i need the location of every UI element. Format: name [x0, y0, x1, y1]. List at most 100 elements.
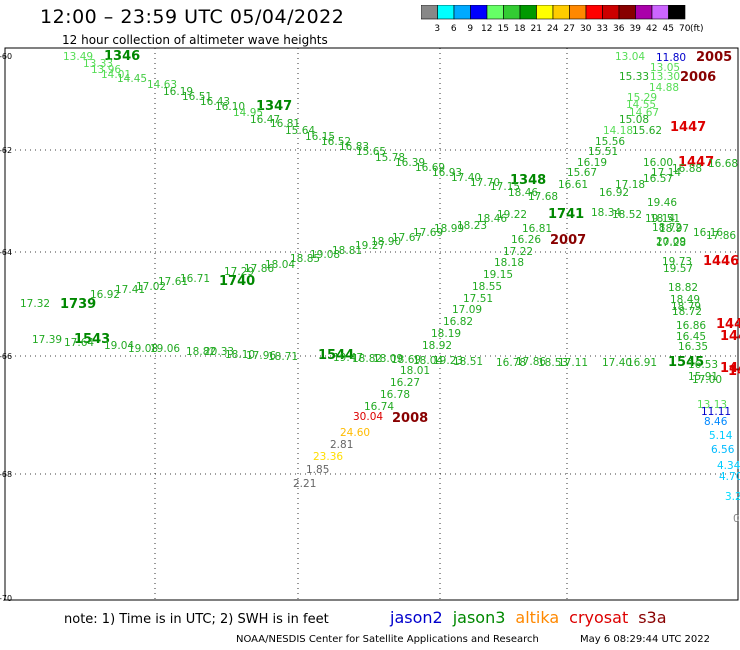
wave-height-value: 23.36 [313, 451, 343, 463]
wave-height-value: 16.45 [676, 331, 706, 343]
wave-height-value: 18.18 [494, 257, 524, 269]
wave-height-value: 19.04 [104, 340, 134, 352]
wave-height-value: 17.40 [451, 172, 481, 184]
wave-height-value: 18.01 [400, 365, 430, 377]
units-note: note: 1) Time is in UTC; 2) SWH is in fe… [64, 612, 329, 627]
wave-height-value: 20.09 [656, 236, 686, 248]
wave-height-value: 16.81 [270, 118, 300, 130]
wave-height-value: 18.81 [332, 245, 362, 257]
wave-height-value: 13.05 [650, 62, 680, 74]
color-scale-legend: 3 6 9 12 15 18 21 24 27 30 33 36 39 42 45 70 (ft) [421, 5, 704, 34]
satellite-legend: jason2 jason3 altika cryosat s3a [390, 608, 677, 627]
wave-height-value: 14.95 [233, 107, 263, 119]
wave-height-value: 15.78 [375, 152, 405, 164]
pass-time-label: 1348 [510, 173, 546, 188]
pass-time-label: 144 [720, 329, 740, 344]
wave-height-value: 16.51 [182, 91, 212, 103]
wave-height-value: 17.39 [32, 334, 62, 346]
wave-height-value: 17.40 [602, 357, 632, 369]
wave-height-value: 0. [733, 513, 740, 525]
pass-time-label: 1740 [219, 274, 255, 289]
satellite-legend-jason2: jason2 [390, 608, 443, 627]
wave-height-value: 17.86 [706, 230, 736, 242]
wave-height-value: 11.80 [656, 52, 686, 64]
wave-height-value: 16.71 [180, 273, 210, 285]
wave-height-value: 18.72 [672, 306, 702, 318]
colorbar-label: 36 [613, 24, 625, 34]
wave-height-value: 16.69 [415, 162, 445, 174]
wave-height-value: 16.10 [215, 101, 245, 113]
pass-time-label: 1545 [668, 355, 704, 370]
wave-height-value: 16.81 [522, 223, 552, 235]
wave-height-value: 16.52 [321, 136, 351, 148]
credit-line: NOAA/NESDIS Center for Satellite Applica… [236, 634, 539, 645]
wave-height-value: 17.86 [516, 356, 546, 368]
wave-height-value: 15.33 [619, 71, 649, 83]
wave-height-value: 15.62 [632, 125, 662, 137]
latitude-label: -66 [0, 352, 12, 361]
wave-height-value: 18.90 [371, 236, 401, 248]
latitude-label: -64 [0, 248, 12, 257]
wave-height-value: 17.69 [413, 227, 443, 239]
pass-time-label: 2006 [680, 70, 716, 85]
wave-height-value: 13.30 [650, 71, 680, 83]
pass-time-label: 2005 [696, 50, 732, 65]
wave-height-value: 19.57 [663, 263, 693, 275]
wave-height-value: 17.14 [651, 167, 681, 179]
colorbar-label: 42 [646, 24, 657, 34]
wave-height-value: 18.53 [538, 357, 568, 369]
wave-height-value: 15.91 [688, 371, 718, 383]
wave-height-value: 24.60 [340, 427, 370, 439]
wave-height-value: 17.29 [224, 266, 254, 278]
colorbar-label: 12 [481, 24, 492, 34]
wave-height-value: 16.16 [693, 227, 723, 239]
wave-height-value: 16.91 [627, 357, 657, 369]
wave-height-value: 16.47 [250, 114, 280, 126]
wave-height-value: 16.78 [496, 357, 526, 369]
wave-height-value: 18.69 [391, 354, 421, 366]
wave-height-value: 18.46 [508, 187, 538, 199]
wave-height-value: 5.14 [709, 430, 733, 442]
wave-height-value: 18.51 [650, 213, 680, 225]
wave-height-value: 14.45 [117, 73, 147, 85]
wave-height-value: 19.14 [645, 213, 675, 225]
wave-height-value: 18.04 [265, 259, 295, 271]
colorbar-label: 30 [580, 24, 592, 34]
wave-height-value: 13.04 [615, 51, 645, 63]
pass-time-label: 1544 [318, 348, 354, 363]
colorbar-label: 21 [531, 24, 542, 34]
colorbar-label: 27 [564, 24, 575, 34]
wave-height-value: 18.92 [422, 340, 452, 352]
pass-time-label: 1739 [60, 297, 96, 312]
wave-height-value: 2.21 [293, 478, 316, 490]
wave-height-value: 16.82 [443, 316, 473, 328]
wave-height-value: 18.72 [652, 222, 682, 234]
satellite-legend-jason3: jason3 [452, 608, 506, 627]
wave-height-value: 17.22 [503, 246, 533, 258]
wave-height-value: 17.61 [158, 276, 188, 288]
wave-height-value: 18.19 [431, 328, 461, 340]
wave-height-value: 15.56 [595, 136, 625, 148]
wave-height-value: 16.92 [599, 187, 629, 199]
wave-height-value: 30.04 [353, 411, 383, 423]
wave-height-value: 18.55 [472, 281, 502, 293]
wave-height-value: 16.39 [395, 157, 425, 169]
wave-height-value: 18.79 [671, 301, 701, 313]
wave-height-value: 16.19 [577, 157, 607, 169]
pass-time-label: 1543 [74, 332, 110, 347]
colorbar-label: 18 [514, 24, 526, 34]
pass-time-label: 1447 [670, 120, 706, 135]
wave-height-value: 13.33 [83, 58, 113, 70]
wave-height-value: 8.46 [704, 416, 728, 428]
wave-height-value: 18.52 [612, 209, 642, 221]
wave-height-value: 19.47 [333, 352, 363, 364]
pass-time-label: 144 [720, 361, 740, 376]
wave-height-value: 20.33 [204, 346, 234, 358]
wave-height-value: 17.41 [115, 284, 145, 296]
wave-height-value: 16.92 [90, 289, 120, 301]
satellite-legend-altika: altika [515, 608, 560, 627]
pass-time-label: 1346 [104, 49, 140, 64]
pass-time-label: 1447 [678, 155, 714, 170]
wave-height-value: 14.67 [629, 107, 659, 119]
wave-height-value: 18.10 [225, 349, 255, 361]
